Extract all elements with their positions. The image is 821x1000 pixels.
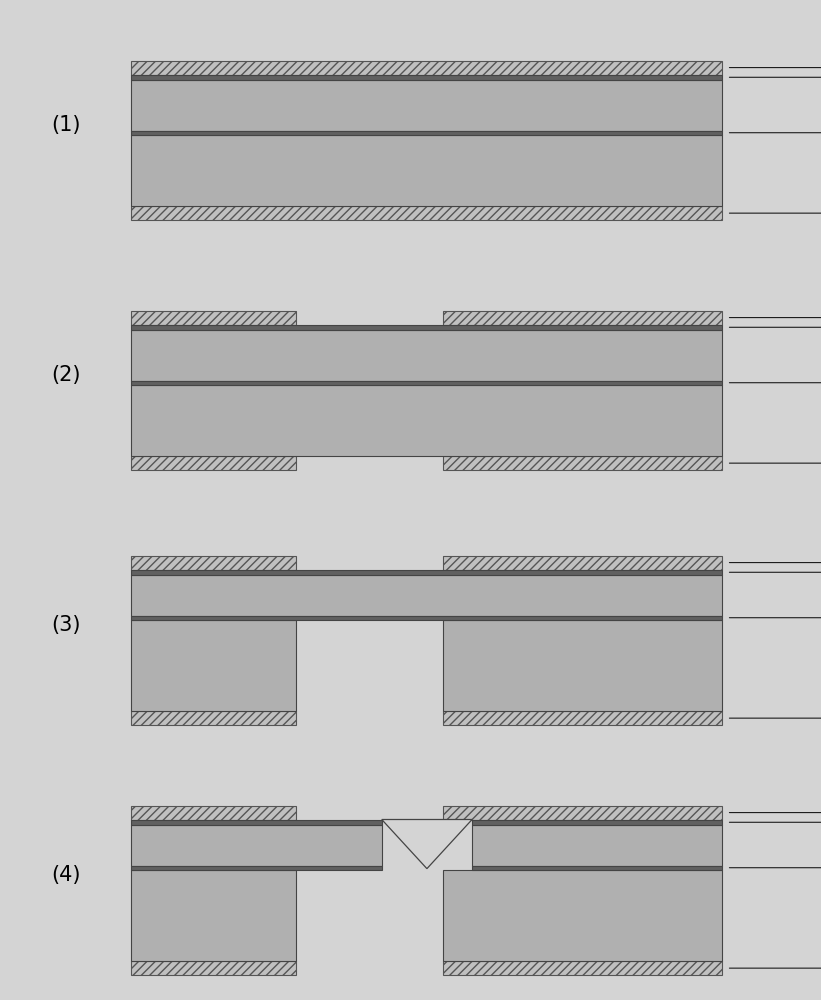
Bar (131, 556, 296, 570)
Bar (131, 711, 296, 725)
Bar (472, 865, 722, 870)
Bar (131, 870, 296, 961)
Bar (131, 135, 722, 206)
Text: (3): (3) (51, 615, 80, 635)
Bar (131, 806, 296, 820)
Bar (131, 865, 382, 870)
Bar (443, 806, 722, 820)
Bar (131, 575, 722, 615)
Bar (131, 130, 722, 135)
Bar (131, 324, 722, 330)
Bar (131, 456, 296, 470)
Bar (443, 456, 722, 470)
Bar (131, 61, 722, 75)
Bar (443, 620, 722, 711)
Bar (131, 615, 722, 620)
Bar (131, 961, 296, 975)
Bar (472, 820, 722, 825)
Text: (4): (4) (51, 865, 80, 885)
Text: (1): (1) (51, 115, 80, 135)
Bar (131, 825, 382, 865)
Bar (443, 311, 722, 324)
Bar (131, 380, 722, 385)
Bar (131, 620, 296, 711)
Bar (131, 75, 722, 80)
Bar (443, 870, 722, 961)
Bar (443, 556, 722, 570)
Bar (131, 385, 722, 456)
Polygon shape (382, 820, 472, 869)
Bar (131, 570, 722, 575)
Bar (131, 330, 722, 380)
Bar (131, 80, 722, 130)
Bar (443, 711, 722, 725)
Bar (131, 820, 382, 825)
Bar (443, 961, 722, 975)
Text: (2): (2) (51, 365, 80, 385)
Bar (472, 825, 722, 865)
Bar (131, 311, 296, 324)
Bar (131, 206, 722, 220)
